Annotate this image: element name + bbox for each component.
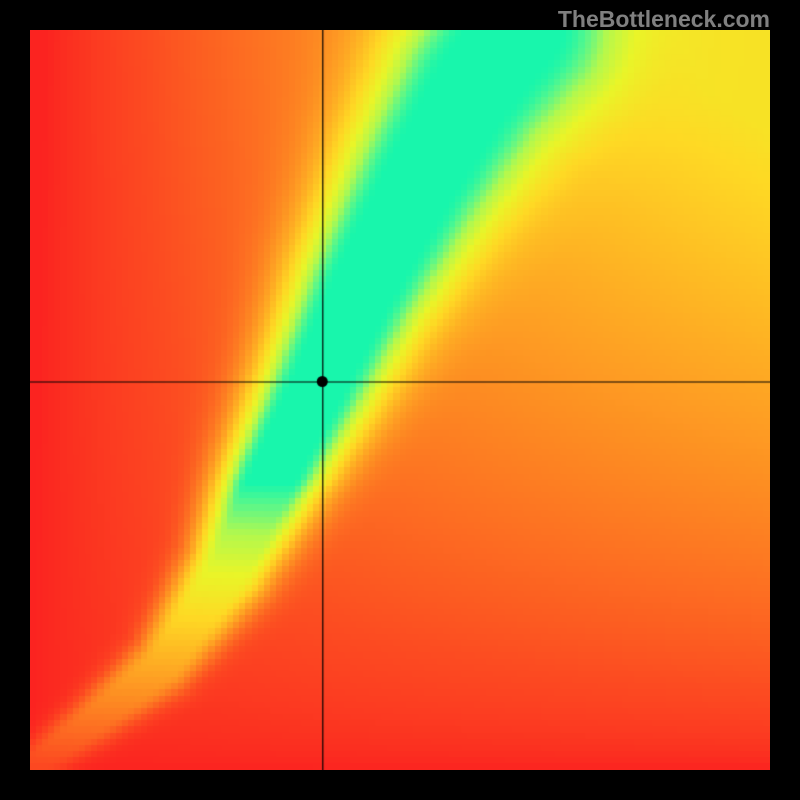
bottleneck-heatmap <box>30 30 770 770</box>
watermark-text: TheBottleneck.com <box>558 6 770 33</box>
chart-container: TheBottleneck.com <box>0 0 800 800</box>
